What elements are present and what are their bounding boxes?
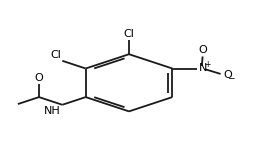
Text: O: O — [35, 73, 43, 83]
Text: O: O — [198, 45, 207, 55]
Text: O: O — [224, 70, 232, 80]
Text: Cl: Cl — [124, 29, 134, 39]
Text: +: + — [204, 60, 210, 69]
Text: −: − — [227, 73, 235, 82]
Text: NH: NH — [44, 106, 61, 116]
Text: N: N — [199, 63, 208, 73]
Text: Cl: Cl — [50, 50, 61, 60]
